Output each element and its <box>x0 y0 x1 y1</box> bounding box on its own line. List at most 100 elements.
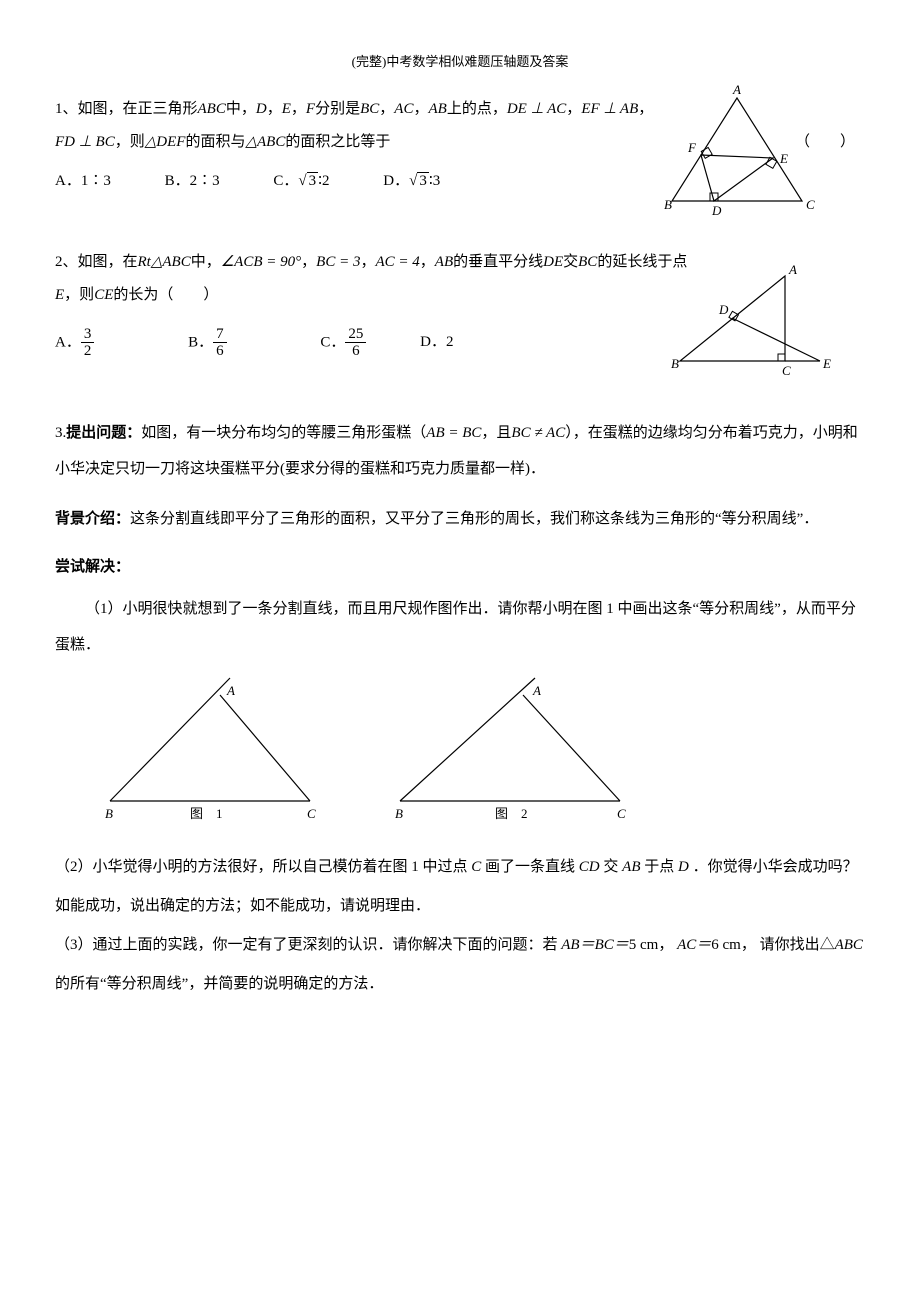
p2-t2: 中， <box>191 254 221 270</box>
p1-optC-label: C． <box>273 173 298 189</box>
sqrt-icon: √3 <box>298 167 318 196</box>
p1-c3: ， <box>379 101 394 117</box>
p1-e: E <box>282 101 291 117</box>
p3-secB-label: 背景介绍： <box>55 511 130 527</box>
p1-optC-rad: 3 <box>307 172 319 189</box>
svg-text:A: A <box>532 683 541 698</box>
p2-optA-label: A． <box>55 334 81 350</box>
p3-sa2: ，且 <box>481 425 511 441</box>
fraction-icon: 256 <box>345 326 366 360</box>
p3-q3-5cm: 5 cm， <box>629 937 674 953</box>
p1-ab: AB <box>428 101 446 117</box>
svg-text:E: E <box>822 356 831 371</box>
p1-t7: 的面积之比等于 <box>285 134 390 150</box>
p3-q3a: （3）通过上面的实践，你一定有了更深刻的认识．请你解决下面的问题：若 <box>55 937 558 953</box>
p3-q3c: 的所有“等分积周线”，并简要的说明确定的方法． <box>55 976 383 992</box>
svg-text:D: D <box>711 203 722 218</box>
p3-secC-label: 尝试解决： <box>55 553 865 582</box>
svg-text:F: F <box>687 140 697 155</box>
p2-optA: A．32 <box>55 326 94 360</box>
p2-t6: ，则 <box>64 287 94 303</box>
p2-optD-v: 2 <box>446 334 454 350</box>
svg-text:A: A <box>226 683 235 698</box>
svg-text:C: C <box>806 197 815 212</box>
p2-c3: ， <box>420 254 435 270</box>
p1-optD-tail: ∶3 <box>429 173 440 189</box>
p1-optD: D．√3∶3 <box>383 167 440 196</box>
p1-optA-v: 1∶3 <box>81 173 111 189</box>
p2-ab: AB <box>435 254 453 270</box>
svg-text:E: E <box>779 151 788 166</box>
p1-optB: B．2∶3 <box>165 167 220 196</box>
p3-q2ab: AB <box>622 859 640 875</box>
svg-text:C: C <box>307 806 316 821</box>
p3-q2d: 于点 <box>644 859 674 875</box>
figure-tri-1: A B C 图 1 <box>95 673 325 823</box>
sqrt-icon: √3 <box>409 167 429 196</box>
p2-optB: B．76 <box>188 326 227 360</box>
p2-ang: ∠ACB = 90° <box>221 254 301 270</box>
p2-ce: CE <box>94 287 113 303</box>
svg-text:B: B <box>105 806 113 821</box>
p2-ept: E <box>55 287 64 303</box>
svg-text:B: B <box>671 356 679 371</box>
p3-abeqbc: AB = BC <box>426 425 481 441</box>
p2-t7: 的长为（ ） <box>113 287 218 303</box>
p1-optD-label: D． <box>383 173 409 189</box>
svg-text:C: C <box>782 363 791 378</box>
p3-q3-6cm: 6 cm， <box>711 937 756 953</box>
page-title: (完整)中考数学相似难题压轴题及答案 <box>55 50 865 75</box>
p3-q3b: 请你找出△ <box>760 937 835 953</box>
p1-c4: ， <box>413 101 428 117</box>
p2-optB-num: 7 <box>213 326 227 344</box>
p1-c2: ， <box>291 101 306 117</box>
p1-abc2: △ABC <box>245 134 285 150</box>
p2-optC-label: C． <box>320 334 345 350</box>
p1-optC-tail: ∶2 <box>318 173 329 189</box>
p3-q2dpt: D <box>678 859 689 875</box>
p1-def: △DEF <box>145 134 186 150</box>
p2-bc3: BC = 3 <box>316 254 360 270</box>
svg-text:A: A <box>788 262 797 277</box>
p3-sa1: 如图，有一块分布均匀的等腰三角形蛋糕（ <box>141 425 426 441</box>
p1-c1: ， <box>267 101 282 117</box>
p2-c1: ， <box>301 254 316 270</box>
p3-num: 3. <box>55 425 66 441</box>
p1-bc: BC <box>360 101 379 117</box>
p1-optB-label: B． <box>165 173 190 189</box>
p3-q3abbc: AB＝BC＝ <box>561 937 629 953</box>
p1-t2: 中， <box>226 101 256 117</box>
svg-text:C: C <box>617 806 626 821</box>
p2-optC-num: 25 <box>345 326 366 344</box>
figure-triangle-def: A B C D E F <box>650 83 825 233</box>
p3-text: 3.提出问题：如图，有一块分布均匀的等腰三角形蛋糕（AB = BC，且BC ≠ … <box>55 415 865 487</box>
p1-de-perp: DE ⊥ AC <box>507 101 566 117</box>
p3-figures: A B C 图 1 A B C 图 2 <box>95 673 865 823</box>
p3-q2: （2）小华觉得小明的方法很好，所以自己模仿着在图 1 中过点 C 画了一条直线 … <box>55 848 865 926</box>
p2-optC-den: 6 <box>345 343 366 360</box>
p3-q2c: C <box>471 859 481 875</box>
p1-fd-perp: FD ⊥ BC <box>55 134 115 150</box>
problem-2: A B C D E 2、如图，在Rt△ABC中，∠ACB = 90°，BC = … <box>55 246 865 360</box>
p2-optB-den: 6 <box>213 343 227 360</box>
p2-optD: D．2 <box>420 328 453 357</box>
p1-d: D <box>256 101 267 117</box>
problem-1: A B C D E F 1、如图，在正三角形ABC中，D，E，F分别是BC，AC… <box>55 93 865 196</box>
p1-optB-v: 2∶3 <box>190 173 220 189</box>
fraction-icon: 32 <box>81 326 95 360</box>
svg-text:A: A <box>732 83 741 97</box>
p1-abc: ABC <box>198 101 226 117</box>
p1-t1: 1、如图，在正三角形 <box>55 101 198 117</box>
p1-t4: 上的点， <box>447 101 507 117</box>
p1-t6: 的面积与 <box>185 134 245 150</box>
p2-de: DE <box>543 254 563 270</box>
p2-optA-num: 3 <box>81 326 95 344</box>
svg-text:B: B <box>664 197 672 212</box>
p2-optB-label: B． <box>188 334 213 350</box>
p2-t4: 交 <box>563 254 578 270</box>
p1-optA: A．1∶3 <box>55 167 111 196</box>
p2-t3: 的垂直平分线 <box>453 254 543 270</box>
p2-c2: ， <box>360 254 375 270</box>
p1-optC: C．√3∶2 <box>273 167 329 196</box>
p3-q3ac: AC＝ <box>677 937 711 953</box>
